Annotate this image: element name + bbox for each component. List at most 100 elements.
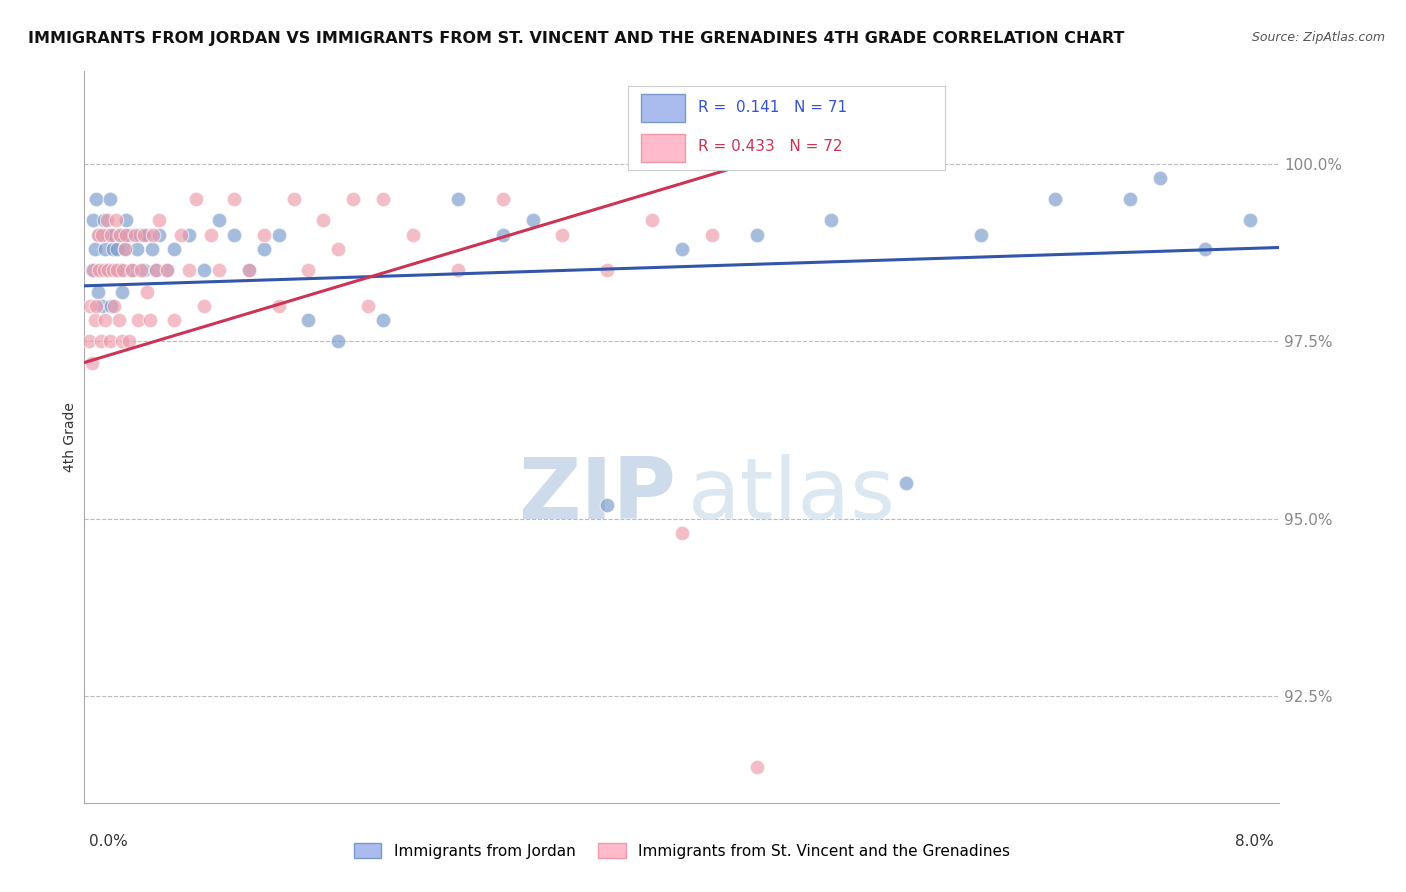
Point [82,263,104,277]
Point [1194,242,1216,256]
Point [1239,213,1261,227]
Point [297,263,319,277]
Point [402,227,425,242]
Point [447,192,470,206]
Point [671,525,693,540]
Point [91,299,114,313]
Point [90,263,112,277]
Point [121,263,143,277]
Point [104,263,127,277]
Point [186,192,208,206]
Point [163,313,186,327]
Point [551,227,574,242]
Text: atlas: atlas [688,454,896,537]
Point [80,355,103,369]
Point [77,334,100,349]
Point [820,213,842,227]
Point [139,313,162,327]
Point [253,227,276,242]
Point [136,227,159,242]
Point [373,192,395,206]
Point [700,227,723,242]
Point [115,227,138,242]
Point [208,213,231,227]
Point [492,227,515,242]
Point [267,299,290,313]
Point [132,227,156,242]
Text: ZIP: ZIP [519,454,676,537]
Legend: Immigrants from Jordan, Immigrants from St. Vincent and the Grenadines: Immigrants from Jordan, Immigrants from … [347,837,1017,864]
Point [94,242,117,256]
Point [107,227,129,242]
Point [596,263,619,277]
Point [103,299,125,313]
Point [79,299,101,313]
Point [177,227,200,242]
Point [86,299,108,313]
Point [82,213,104,227]
Point [193,263,215,277]
Point [80,263,103,277]
Point [96,213,118,227]
Point [283,192,305,206]
Point [89,227,111,242]
Point [118,227,141,242]
Point [93,213,115,227]
Point [101,263,124,277]
Point [297,313,319,327]
Point [104,213,127,227]
Point [1119,192,1142,206]
Y-axis label: 4th Grade: 4th Grade [63,402,77,472]
Point [970,227,993,242]
Point [200,227,222,242]
Point [105,263,128,277]
Point [89,263,111,277]
Point [155,263,177,277]
Point [90,334,112,349]
Point [447,263,470,277]
Point [894,476,917,491]
Point [222,227,245,242]
Point [118,334,141,349]
Point [94,313,117,327]
Point [93,263,115,277]
Point [170,227,193,242]
Point [145,263,167,277]
Point [86,192,108,206]
Point [238,263,260,277]
Point [112,263,135,277]
Point [107,313,129,327]
Point [222,192,245,206]
Point [83,313,105,327]
Point [121,263,143,277]
Point [114,242,136,256]
Point [267,227,290,242]
Point [357,299,380,313]
Point [641,213,664,227]
Point [111,334,134,349]
Point [145,263,167,277]
Point [100,299,122,313]
Point [148,227,170,242]
Point [112,227,135,242]
Text: 0.0%: 0.0% [89,834,128,848]
Point [87,285,110,299]
Text: IMMIGRANTS FROM JORDAN VS IMMIGRANTS FROM ST. VINCENT AND THE GRENADINES 4TH GRA: IMMIGRANTS FROM JORDAN VS IMMIGRANTS FRO… [28,31,1125,46]
Point [148,213,170,227]
Point [155,263,177,277]
Point [596,498,619,512]
Point [163,242,186,256]
Point [208,263,231,277]
Point [115,213,138,227]
Point [111,285,134,299]
Point [98,192,121,206]
Point [87,227,110,242]
Point [373,313,395,327]
Point [342,192,364,206]
Point [124,227,146,242]
Point [193,299,215,313]
Point [142,227,165,242]
Point [745,760,768,774]
Point [177,263,200,277]
Point [105,242,128,256]
